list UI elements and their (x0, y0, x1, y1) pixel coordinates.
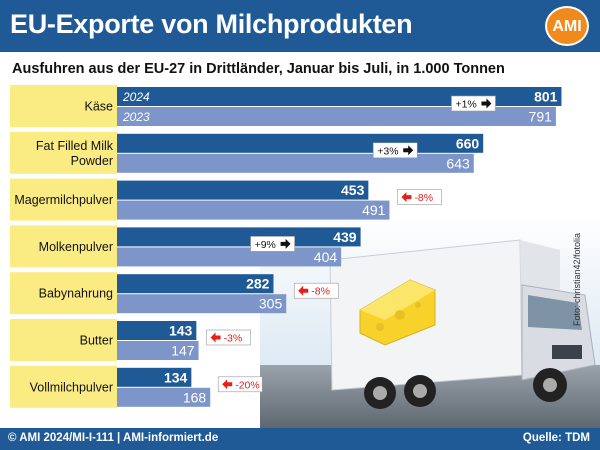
change-label: +9% (255, 239, 276, 251)
footer-source: Quelle: TDM (522, 432, 590, 444)
category-box (10, 131, 117, 174)
change-badge (250, 236, 295, 252)
category-box (10, 225, 117, 268)
value-label-2023: 791 (529, 109, 553, 125)
bar-2023 (117, 247, 342, 267)
value-label-2023: 305 (259, 296, 283, 312)
value-label-2024: 801 (534, 89, 558, 105)
bar-2024 (117, 133, 484, 153)
change-label: -20% (235, 379, 260, 391)
ami-logo: AMI (545, 6, 589, 46)
bar-2024 (117, 87, 562, 106)
value-label-2023: 491 (362, 202, 386, 218)
bar-2023 (117, 294, 287, 314)
footer-copyright: © AMI 2024/MI-I-111 | AMI-informiert.de (8, 432, 219, 444)
change-label: +1% (455, 99, 476, 111)
category-label: Vollmilchpulver (30, 380, 113, 394)
bar-2023 (117, 107, 556, 126)
bar-2024 (117, 321, 197, 340)
value-label-2023: 168 (183, 389, 207, 405)
arrow-left-icon (222, 379, 233, 390)
bar-2023 (117, 153, 474, 173)
chart-subtitle: Ausfuhren aus der EU-27 in Drittländer, … (12, 61, 505, 77)
arrow-right-icon (403, 145, 414, 156)
legend-2023: 2023 (122, 110, 150, 124)
value-label-2023: 643 (446, 155, 470, 171)
arrow-right-icon (481, 98, 492, 109)
category-label: Käse (85, 100, 114, 114)
category-label: Babynahrung (39, 287, 113, 301)
page-title: EU-Exporte von Milchprodukten (10, 9, 413, 39)
value-label-2024: 282 (246, 276, 270, 292)
value-label-2024: 143 (169, 323, 193, 339)
bar-2024 (117, 227, 361, 247)
change-badge (206, 329, 251, 346)
change-label: -8% (311, 286, 330, 298)
category-box (10, 272, 117, 315)
category-label: Molkenpulver (39, 240, 113, 254)
change-label: +3% (377, 145, 398, 157)
category-label: Butter (80, 334, 113, 348)
category-box (10, 319, 117, 361)
bar-2024 (117, 367, 192, 387)
change-label: -3% (224, 333, 243, 345)
arrow-left-icon (210, 332, 221, 343)
bar-chart: Käse 801 791 2024 2023 +1% Fat Filled MilkPowd… (10, 85, 562, 408)
change-badge (293, 282, 339, 299)
arrow-left-icon (298, 285, 309, 296)
value-label-2024: 439 (333, 229, 357, 245)
value-label-2023: 404 (314, 249, 338, 265)
footer: © AMI 2024/MI-I-111 | AMI-informiert.de … (0, 428, 600, 450)
category-label: Powder (71, 154, 113, 168)
header: EU-Exporte von Milchprodukten AMI (0, 0, 600, 52)
arrow-left-icon (401, 192, 412, 203)
category-box (10, 365, 117, 408)
change-badge (451, 95, 496, 112)
arrow-right-icon (280, 238, 291, 249)
bar-2024 (117, 180, 369, 200)
bar-2024 (117, 274, 274, 294)
legend-2024: 2024 (122, 90, 150, 104)
change-badge (372, 142, 418, 159)
bar-2023 (117, 341, 199, 360)
bar-2023 (117, 387, 211, 407)
category-box (10, 85, 117, 127)
category-label: Magermilchpulver (14, 193, 113, 207)
logo-text: AMI (552, 18, 582, 35)
change-badge (217, 376, 263, 393)
value-label-2024: 660 (456, 135, 480, 151)
change-label: -8% (414, 192, 433, 204)
value-label-2023: 147 (171, 343, 195, 359)
value-label-2024: 134 (164, 369, 188, 385)
value-label-2024: 453 (341, 182, 365, 198)
bar-2023 (117, 200, 390, 220)
category-label: Fat Filled Milk (36, 139, 114, 153)
category-box (10, 178, 117, 221)
change-badge (397, 189, 442, 205)
